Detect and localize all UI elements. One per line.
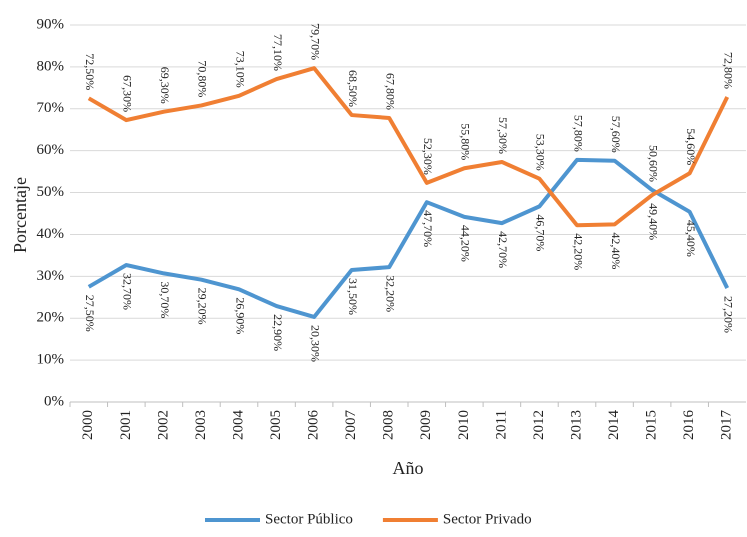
x-tick-label: 2006 — [306, 410, 322, 441]
data-label: 53,30% — [534, 134, 548, 171]
x-tick-label: 2007 — [343, 410, 359, 441]
data-label: 46,70% — [534, 214, 548, 251]
data-label: 20,30% — [308, 325, 322, 362]
data-label: 27,50% — [83, 295, 97, 332]
x-tick-label: 2005 — [268, 410, 284, 440]
y-tick-label: 40% — [37, 226, 65, 242]
data-label: 52,30% — [421, 138, 435, 175]
x-tick-label: 2003 — [193, 410, 209, 440]
y-tick-label: 0% — [44, 393, 64, 409]
data-label: 79,70% — [308, 23, 322, 60]
data-label: 32,70% — [121, 273, 135, 310]
y-tick-label: 50% — [37, 184, 65, 200]
data-label: 26,90% — [233, 297, 247, 334]
x-tick-label: 2014 — [606, 410, 622, 441]
x-tick-label: 2004 — [230, 410, 246, 441]
x-tick-label: 2016 — [681, 410, 697, 441]
line — [87, 157, 730, 319]
data-label: 57,30% — [496, 117, 510, 154]
x-tick-label: 2011 — [493, 410, 509, 439]
x-tick-label: 2015 — [644, 410, 660, 440]
data-label: 67,30% — [121, 75, 135, 112]
y-tick-label: 90% — [37, 16, 65, 32]
x-tick-label: 2002 — [155, 410, 171, 440]
data-label: 49,40% — [646, 203, 660, 240]
y-tick-label: 10% — [37, 352, 65, 368]
data-label: 42,70% — [496, 231, 510, 268]
data-label: 72,80% — [721, 52, 735, 89]
legend-label: Sector Privado — [443, 511, 532, 527]
data-label: 67,80% — [383, 73, 397, 110]
y-tick-label: 60% — [37, 142, 65, 158]
data-label: 30,70% — [158, 281, 172, 318]
data-label: 42,40% — [609, 232, 623, 269]
data-label: 47,70% — [421, 210, 435, 247]
data-label: 55,80% — [459, 123, 473, 160]
data-label: 57,80% — [571, 115, 585, 152]
y-tick-label: 80% — [37, 58, 65, 74]
x-tick-label: 2013 — [568, 410, 584, 440]
x-tick-label: 2001 — [118, 410, 134, 440]
data-label: 70,80% — [196, 60, 210, 97]
x-axis-title: Año — [393, 458, 424, 478]
data-label: 50,60% — [646, 145, 660, 182]
data-label: 22,90% — [271, 314, 285, 351]
x-tick-label: 2000 — [80, 410, 96, 440]
data-label: 31,50% — [346, 278, 360, 315]
x-tick-label: 2010 — [456, 410, 472, 440]
data-label: 57,60% — [609, 116, 623, 153]
y-tick-label: 70% — [37, 100, 65, 116]
x-tick-label: 2017 — [719, 410, 735, 441]
data-label: 29,20% — [196, 288, 210, 325]
data-label: 27,20% — [721, 296, 735, 333]
x-tick-label: 2012 — [531, 410, 547, 440]
data-label: 73,10% — [233, 51, 247, 88]
data-label: 54,60% — [684, 128, 698, 165]
data-label: 68,50% — [346, 70, 360, 107]
data-label: 42,20% — [571, 233, 585, 270]
line — [87, 66, 730, 228]
legend-label: Sector Público — [265, 511, 353, 527]
data-label: 45,40% — [684, 220, 698, 257]
y-tick-label: 20% — [37, 310, 65, 326]
data-label: 77,10% — [271, 34, 285, 71]
data-label: 72,50% — [83, 53, 97, 90]
data-label: 32,20% — [383, 275, 397, 312]
y-tick-label: 30% — [37, 268, 65, 284]
y-axis-title: Porcentaje — [10, 177, 30, 253]
data-label: 69,30% — [158, 67, 172, 104]
x-tick-label: 2009 — [418, 410, 434, 440]
x-tick-label: 2008 — [381, 410, 397, 440]
data-label: 44,20% — [459, 225, 473, 262]
